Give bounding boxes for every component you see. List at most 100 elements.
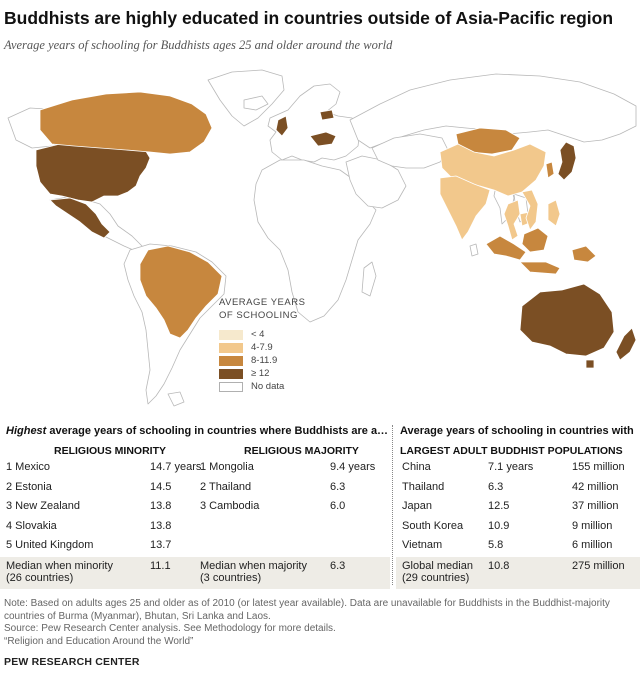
legend-label: No data [251,381,285,392]
mexico-shape [49,197,111,239]
brazil-shape [139,245,223,339]
minority-median-label: Median when minority (26 countries) [6,560,113,584]
left-table-heading-rest: average years of schooling in countries … [46,425,389,437]
largest-row-population: 6 million [572,539,613,551]
south-korea-shape [545,161,555,179]
global-median-label: Global median (29 countries) [402,560,473,584]
global-median-population: 275 million [572,560,625,572]
majority-row-value: 6.0 [330,500,346,512]
left-table-heading-emphasis: Highest [6,425,47,437]
minority-row-value: 14.7 years [150,461,202,473]
legend-label: ≥ 12 [251,368,270,379]
minority-row-country: 2 Estonia [6,480,52,493]
largest-row-country: China [402,461,431,473]
europe-shape [267,83,361,163]
footer-credit: PEW RESEARCH CENTER [4,656,140,668]
notes: Note: Based on adults ages 25 and older … [4,598,634,648]
legend-item: No data [219,380,305,393]
japan-shape [557,141,577,181]
right-table-heading-line2: LARGEST ADULT BUDDHIST POPULATIONS [400,445,623,457]
legend-title-line1: AVERAGE YEARS [219,297,306,308]
legend-swatch [219,342,243,353]
central-asia-shape [371,133,449,169]
largest-row-country: South Korea [402,519,464,532]
vietnam-shape [521,189,539,231]
asia-shape [349,73,637,149]
slovakia-shape [309,131,337,147]
papua-shape [571,245,597,263]
majority-median-value: 6.3 [330,560,346,572]
minority-row-value: 13.7 [150,539,172,551]
majority-median-label-line2: (3 countries) [200,572,262,584]
majority-row-value: 9.4 years [330,461,376,473]
largest-row-country: Vietnam [402,539,443,551]
largest-row-country: Thailand [402,480,445,493]
indonesia-shape [485,235,527,261]
legend-title: AVERAGE YEARS OF SCHOOLING [219,296,305,322]
minority-median-value: 11.1 [150,560,171,572]
legend-label: 8-11.9 [251,355,278,366]
table-divider [392,425,393,585]
largest-row-population: 9 million [572,519,613,532]
legend-swatch [219,368,243,379]
note-line2: countries of Burma (Myanmar), Bhutan, Sr… [4,610,271,622]
majority-row-country: 1 Mongolia [200,461,254,473]
malaysia-borneo-shape [521,227,549,253]
thailand-shape [503,199,521,241]
right-table-heading-line1: Average years of schooling in countries … [400,425,634,437]
largest-row-population: 155 million [572,461,625,473]
majority-row-country: 3 Cambodia [200,500,260,512]
map-legend: AVERAGE YEARS OF SCHOOLING < 4 4-7.9 8-11.… [219,296,305,393]
left-table-heading: Highest average years of schooling in co… [6,425,388,437]
canada-shape [39,91,213,155]
minority-row-value: 13.8 [150,500,172,512]
africa-shape [253,159,377,323]
largest-row-population: 42 million [572,480,619,493]
legend-label: 4-7.9 [251,342,273,353]
page-subtitle: Average years of schooling for Buddhists… [4,38,393,52]
estonia-shape [319,109,335,121]
australia-shape [519,283,615,357]
largest-row-years: 7.1 years [488,461,534,473]
new-zealand-shape [615,327,637,361]
legend-item: < 4 [219,328,305,341]
largest-row-years: 5.8 [488,539,504,551]
greenland-shape [207,69,285,127]
report-title-line: “Religion and Education Around the World… [4,635,194,647]
largest-row-years: 12.5 [488,500,510,512]
largest-row-country: Japan [402,500,432,512]
left-median-shade [0,557,390,589]
madagascar-shape [361,261,377,297]
minority-row-country: 3 New Zealand [6,500,80,512]
usa-shape [35,143,151,203]
minority-column-title: RELIGIOUS MINORITY [54,445,167,457]
largest-row-years: 6.3 [488,480,504,493]
minority-row-country: 5 United Kingdom [6,539,94,551]
antarctic-island-shape [167,391,185,407]
legend-label: < 4 [251,329,265,340]
majority-column-title: RELIGIOUS MAJORITY [244,445,359,457]
legend-swatch [219,381,243,392]
legend-item: 4-7.9 [219,341,305,354]
sri-lanka-shape [469,243,479,257]
source-line: Source: Pew Research Center analysis. Se… [4,623,336,634]
largest-row-population: 37 million [572,500,619,512]
united-kingdom-shape [275,115,289,137]
middle-east-shape [345,155,407,209]
world-map [7,69,637,407]
note-line1: Note: Based on adults ages 25 and older … [4,598,610,609]
minority-row-country: 4 Slovakia [6,519,57,532]
minority-median-label-line2: (26 countries) [6,572,74,584]
majority-median-label: Median when majority (3 countries) [200,560,307,584]
majority-row-value: 6.3 [330,480,346,493]
minority-row-country: 1 Mexico [6,461,51,473]
right-median-shade [396,557,640,589]
global-median-label-line2: (29 countries) [402,572,470,584]
legend-swatch [219,355,243,366]
largest-row-years: 10.9 [488,519,510,532]
india-shape [439,175,491,241]
legend-item: 8-11.9 [219,354,305,367]
tasmania-shape [585,359,595,369]
majority-row-country: 2 Thailand [200,480,252,493]
legend-title-line2: OF SCHOOLING [219,310,298,321]
